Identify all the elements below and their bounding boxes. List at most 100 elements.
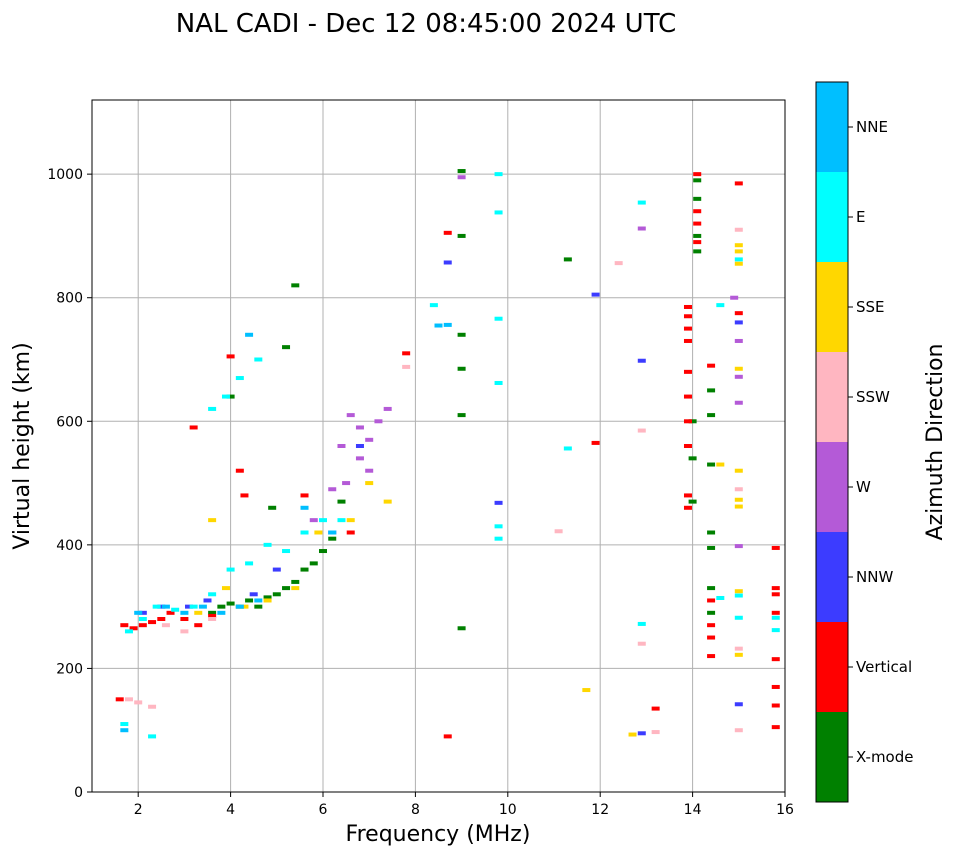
data-point-vertical bbox=[683, 505, 692, 510]
plot-frame bbox=[91, 99, 786, 793]
data-point-x-mode bbox=[217, 604, 226, 609]
data-point-nnw bbox=[157, 604, 166, 609]
data-point-e bbox=[337, 518, 346, 523]
data-point-vertical bbox=[443, 230, 452, 235]
data-point-vertical bbox=[226, 354, 235, 359]
data-point-vertical bbox=[771, 657, 780, 662]
data-point-sse bbox=[734, 652, 743, 657]
data-point-vertical bbox=[115, 697, 124, 702]
data-point-e bbox=[282, 549, 291, 554]
chart-title: NAL CADI - Dec 12 08:45:00 2024 UTC bbox=[176, 9, 676, 39]
data-point-x-mode bbox=[693, 196, 702, 201]
data-point-e bbox=[300, 530, 309, 535]
data-point-nnw bbox=[637, 731, 646, 736]
data-point-x-mode bbox=[309, 561, 318, 566]
y-tick-label: 1000 bbox=[47, 167, 83, 183]
data-point-x-mode bbox=[337, 499, 346, 504]
x-axis-ticks: 2 4 6 8 10 12 14 16 bbox=[134, 792, 794, 818]
data-point-nnw bbox=[734, 702, 743, 707]
data-point-e bbox=[716, 595, 725, 600]
x-tick-label: 16 bbox=[776, 802, 794, 818]
data-point-e bbox=[124, 629, 133, 634]
data-point-ssw bbox=[554, 529, 563, 534]
data-point-w bbox=[374, 419, 383, 424]
data-point-vertical bbox=[734, 181, 743, 186]
data-point-w bbox=[365, 437, 374, 442]
data-point-e bbox=[254, 357, 263, 362]
data-point-vertical bbox=[180, 617, 189, 621]
colorbar-swatch-sse bbox=[816, 262, 848, 352]
data-point-vertical bbox=[208, 613, 217, 618]
data-point-vertical bbox=[707, 598, 716, 603]
data-point-x-mode bbox=[693, 249, 702, 254]
data-point-e bbox=[245, 561, 254, 566]
x-tick-label: 10 bbox=[499, 802, 517, 818]
data-point-nnw bbox=[185, 604, 194, 609]
y-tick-label: 800 bbox=[56, 291, 83, 307]
data-point-w bbox=[346, 413, 355, 418]
data-point-x-mode bbox=[291, 579, 300, 584]
data-point-x-mode bbox=[457, 366, 466, 371]
x-tick-label: 4 bbox=[226, 802, 235, 818]
data-point-nnw bbox=[272, 567, 281, 572]
colorbar-swatch-ssw bbox=[816, 352, 848, 442]
data-point-nne bbox=[180, 610, 189, 615]
data-point-x-mode bbox=[226, 601, 235, 606]
data-point-vertical bbox=[683, 314, 692, 319]
data-point-vertical bbox=[734, 311, 743, 316]
data-point-x-mode bbox=[707, 610, 716, 615]
y-tick-label: 600 bbox=[56, 414, 83, 430]
data-point-w bbox=[337, 444, 346, 448]
data-point-nne bbox=[254, 598, 263, 603]
data-point-sse bbox=[263, 598, 272, 603]
data-point-e bbox=[226, 567, 235, 572]
data-point-sse bbox=[383, 499, 392, 504]
data-point-sse bbox=[346, 518, 355, 523]
data-point-e bbox=[494, 536, 503, 541]
data-point-x-mode bbox=[263, 595, 272, 600]
data-point-vertical bbox=[707, 635, 716, 640]
colorbar-label-w: W bbox=[856, 478, 871, 496]
data-point-sse bbox=[734, 243, 743, 248]
colorbar-swatch-e bbox=[816, 172, 848, 262]
data-point-ssw bbox=[734, 646, 743, 651]
data-point-e bbox=[429, 303, 438, 308]
data-point-w bbox=[342, 481, 351, 486]
data-point-nnw bbox=[734, 320, 743, 325]
data-point-x-mode bbox=[272, 592, 281, 597]
data-point-x-mode bbox=[707, 413, 716, 418]
data-point-e bbox=[494, 172, 503, 177]
data-point-x-mode bbox=[693, 233, 702, 238]
colorbar-label: Azimuth Direction bbox=[923, 343, 948, 540]
data-point-nnw bbox=[355, 444, 364, 448]
data-point-sse bbox=[734, 504, 743, 509]
data-point-x-mode bbox=[245, 598, 254, 603]
data-point-w bbox=[355, 456, 364, 461]
data-point-nne bbox=[198, 604, 207, 609]
data-point-vertical bbox=[443, 734, 452, 739]
data-point-x-mode bbox=[226, 394, 235, 399]
data-point-x-mode bbox=[688, 499, 697, 504]
colorbar: X-mode Vertical NNW W SSW SSE E NNE bbox=[815, 81, 913, 803]
data-point-w bbox=[328, 487, 337, 492]
colorbar-label-ssw: SSW bbox=[856, 388, 890, 406]
data-point-ssw bbox=[208, 617, 217, 621]
data-point-e bbox=[771, 615, 780, 620]
data-point-ssw bbox=[637, 428, 646, 433]
data-point-x-mode bbox=[707, 586, 716, 591]
data-point-vertical bbox=[651, 706, 660, 711]
data-point-vertical bbox=[683, 444, 692, 448]
data-point-vertical bbox=[683, 304, 692, 309]
colorbar-label-vertical: Vertical bbox=[856, 658, 912, 676]
data-point-ssw bbox=[734, 487, 743, 492]
data-point-x-mode bbox=[328, 536, 337, 541]
data-point-x-mode bbox=[208, 610, 217, 615]
data-point-nnw bbox=[138, 610, 147, 615]
data-point-w bbox=[734, 544, 743, 549]
data-point-vertical bbox=[683, 338, 692, 343]
data-point-e bbox=[208, 592, 217, 597]
data-point-vertical bbox=[166, 610, 175, 615]
data-point-e bbox=[494, 210, 503, 215]
data-point-x-mode bbox=[319, 549, 327, 554]
